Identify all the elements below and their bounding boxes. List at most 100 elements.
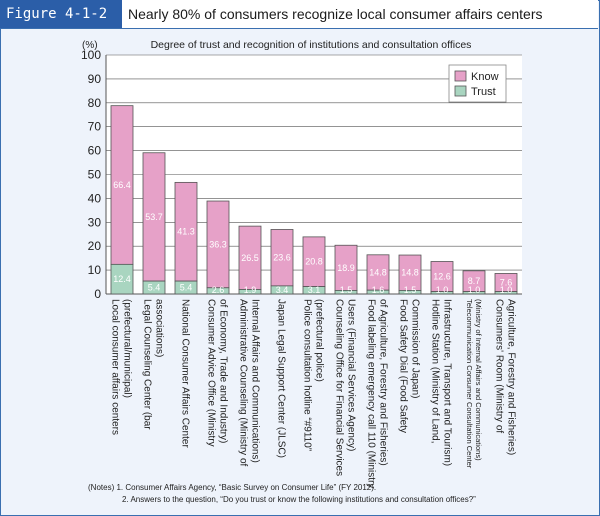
category-label-line: Japan Legal Support Center (JLSC) — [276, 299, 287, 458]
category-label: Police consultation hotline “#9110” (pref… — [302, 299, 325, 451]
category-label-line: Legal Counseling Center (bar — [142, 299, 153, 430]
bar-label-know: 53.7 — [145, 212, 163, 222]
category-label-line: Agriculture, Forestry and Fisheries) — [506, 299, 517, 455]
category-label: Administrative Counseling (Ministry of In… — [238, 299, 261, 467]
category-label: Consumers' Room (Ministry of Agriculture,… — [494, 299, 517, 455]
category-label-line: Consumers' Room (Ministry of — [494, 299, 505, 433]
bar-label-know: 18.9 — [337, 263, 355, 273]
bar-trust — [110, 263, 134, 295]
category-label-line: Internal Affairs and Communications) — [250, 299, 261, 463]
bar-label-trust: 5.4 — [148, 283, 161, 293]
category-label-line: associations) — [154, 299, 165, 357]
category-label: Food labeling emergency call 110 (Minist… — [366, 299, 389, 488]
bar-label-trust: 1.9 — [244, 285, 257, 295]
figure-header: Figure 4-1-2 Nearly 80% of consumers rec… — [0, 0, 598, 29]
note-1: (Notes) 1. Consumer Affairs Agency, “Bas… — [88, 483, 377, 492]
bar-trust — [270, 285, 294, 295]
category-label-line: Hotline Station (Ministry of Land, — [430, 299, 441, 444]
y-tick-label: 90 — [88, 72, 102, 86]
bar-trust — [366, 289, 390, 295]
category-label: Food Safety Dial (Food Safety Commission … — [398, 299, 421, 433]
y-tick-label: 50 — [88, 168, 102, 182]
y-tick-label: 70 — [88, 120, 102, 134]
note-2: 2. Answers to the question, “Do you trus… — [122, 495, 476, 504]
category-label: Telecommunication Consumer Consultation … — [465, 299, 483, 469]
bar-label-trust: 1.5 — [340, 285, 353, 295]
category-label-line: Users (Financial Services Agency) — [346, 299, 357, 451]
bar-label-know: 20.8 — [305, 257, 323, 267]
bar-label-know: 14.8 — [401, 268, 419, 278]
bar-label-trust: 5.4 — [180, 283, 193, 293]
bar-trust — [462, 291, 486, 295]
category-label: Japan Legal Support Center (JLSC) — [276, 299, 287, 458]
y-tick-label: 60 — [88, 144, 102, 158]
bar-label-know: 7.6 — [500, 278, 513, 288]
bar-trust — [494, 291, 518, 295]
bar-label-know: 36.3 — [209, 239, 227, 249]
bar-trust — [398, 290, 422, 295]
category-label-line: Counseling Office for Financial Services — [334, 299, 345, 476]
bar-label-know: 26.5 — [241, 253, 259, 263]
bar-trust — [142, 280, 166, 295]
bar-label-know: 66.4 — [113, 180, 131, 190]
category-label-line: Commission of Japan) — [410, 299, 421, 398]
category-label-line: of Economy, Trade and Industry) — [218, 299, 229, 443]
bar-label-trust: 12.4 — [113, 274, 131, 284]
bar-label-know: 14.8 — [369, 267, 387, 277]
legend-swatch — [454, 85, 467, 97]
legend-swatch — [454, 70, 467, 82]
y-tick-label: 0 — [94, 287, 101, 301]
category-label-line: (prefectural/municipal) — [122, 299, 133, 398]
category-label-line: Food labeling emergency call 110 (Minist… — [366, 299, 377, 488]
figure-label: Figure 4-1-2 — [0, 0, 122, 28]
y-tick-label: 10 — [88, 263, 102, 277]
y-tick-label: 100 — [81, 48, 101, 62]
legend-label: Know — [471, 71, 499, 83]
bar-label-trust: 2.6 — [212, 285, 225, 295]
bar-label-trust: 1.6 — [372, 285, 385, 295]
category-label-line: National Consumer Affairs Center — [180, 299, 191, 448]
bar-label-trust: 1.5 — [404, 285, 417, 295]
category-label-line: Food Safety Dial (Food Safety — [398, 299, 409, 433]
bar-label-trust: 1.0 — [436, 285, 449, 295]
figure-title: Nearly 80% of consumers recognize local … — [128, 6, 543, 22]
bar-label-know: 23.6 — [273, 253, 291, 263]
bar-trust — [302, 286, 326, 295]
category-label-line: (prefectural police) — [314, 299, 325, 382]
bar-trust — [238, 289, 262, 295]
category-label-line: Infrastructure, Transport and Tourism) — [442, 299, 453, 466]
category-label-line: (Ministry of Internal Affairs and Commun… — [474, 299, 483, 461]
category-label: Hotline Station (Ministry of Land, Infras… — [430, 299, 453, 466]
bar-label-know: 12.6 — [433, 272, 451, 282]
category-label: Legal Counseling Center (bar associations… — [142, 299, 165, 430]
bar-label-trust: 3.4 — [276, 285, 289, 295]
bar-trust — [174, 280, 198, 295]
category-label: Counseling Office for Financial Services… — [334, 299, 357, 476]
category-label-line: Telecommunication Consumer Consultation … — [465, 299, 474, 469]
category-label-line: Administrative Counseling (Ministry of — [238, 299, 249, 467]
bar-trust — [206, 287, 230, 295]
legend-label: Trust — [471, 86, 496, 98]
category-label: National Consumer Affairs Center — [180, 299, 191, 448]
bar-label-know: 8.7 — [468, 276, 481, 286]
category-label-line: Consumer Advice Office (Ministry — [206, 299, 217, 447]
notes: (Notes) 1. Consumer Affairs Agency, “Bas… — [88, 482, 476, 506]
bar-label-know: 41.3 — [177, 227, 195, 237]
y-tick-label: 80 — [88, 96, 102, 110]
y-axis-label: (%) — [82, 40, 98, 51]
bar-label-trust: 1.0 — [500, 285, 513, 295]
bar-label-trust: 3.1 — [308, 285, 321, 295]
category-label-line: Local consumer affairs centers — [110, 299, 121, 435]
chart-title: Degree of trust and recognition of insti… — [151, 39, 472, 51]
category-label: Consumer Advice Office (Ministry of Econo… — [206, 299, 229, 447]
bar-trust — [334, 290, 358, 295]
category-label-line: of Agriculture, Forestry and Fisheries) — [378, 299, 389, 466]
y-tick-label: 30 — [88, 215, 102, 229]
y-tick-label: 20 — [88, 239, 102, 253]
bar-trust — [430, 291, 454, 295]
category-label: Local consumer affairs centers (prefectur… — [110, 299, 133, 435]
bar-label-trust: 1.0 — [468, 285, 481, 295]
y-tick-label: 40 — [88, 191, 102, 205]
category-label-line: Police consultation hotline “#9110” — [302, 299, 313, 451]
